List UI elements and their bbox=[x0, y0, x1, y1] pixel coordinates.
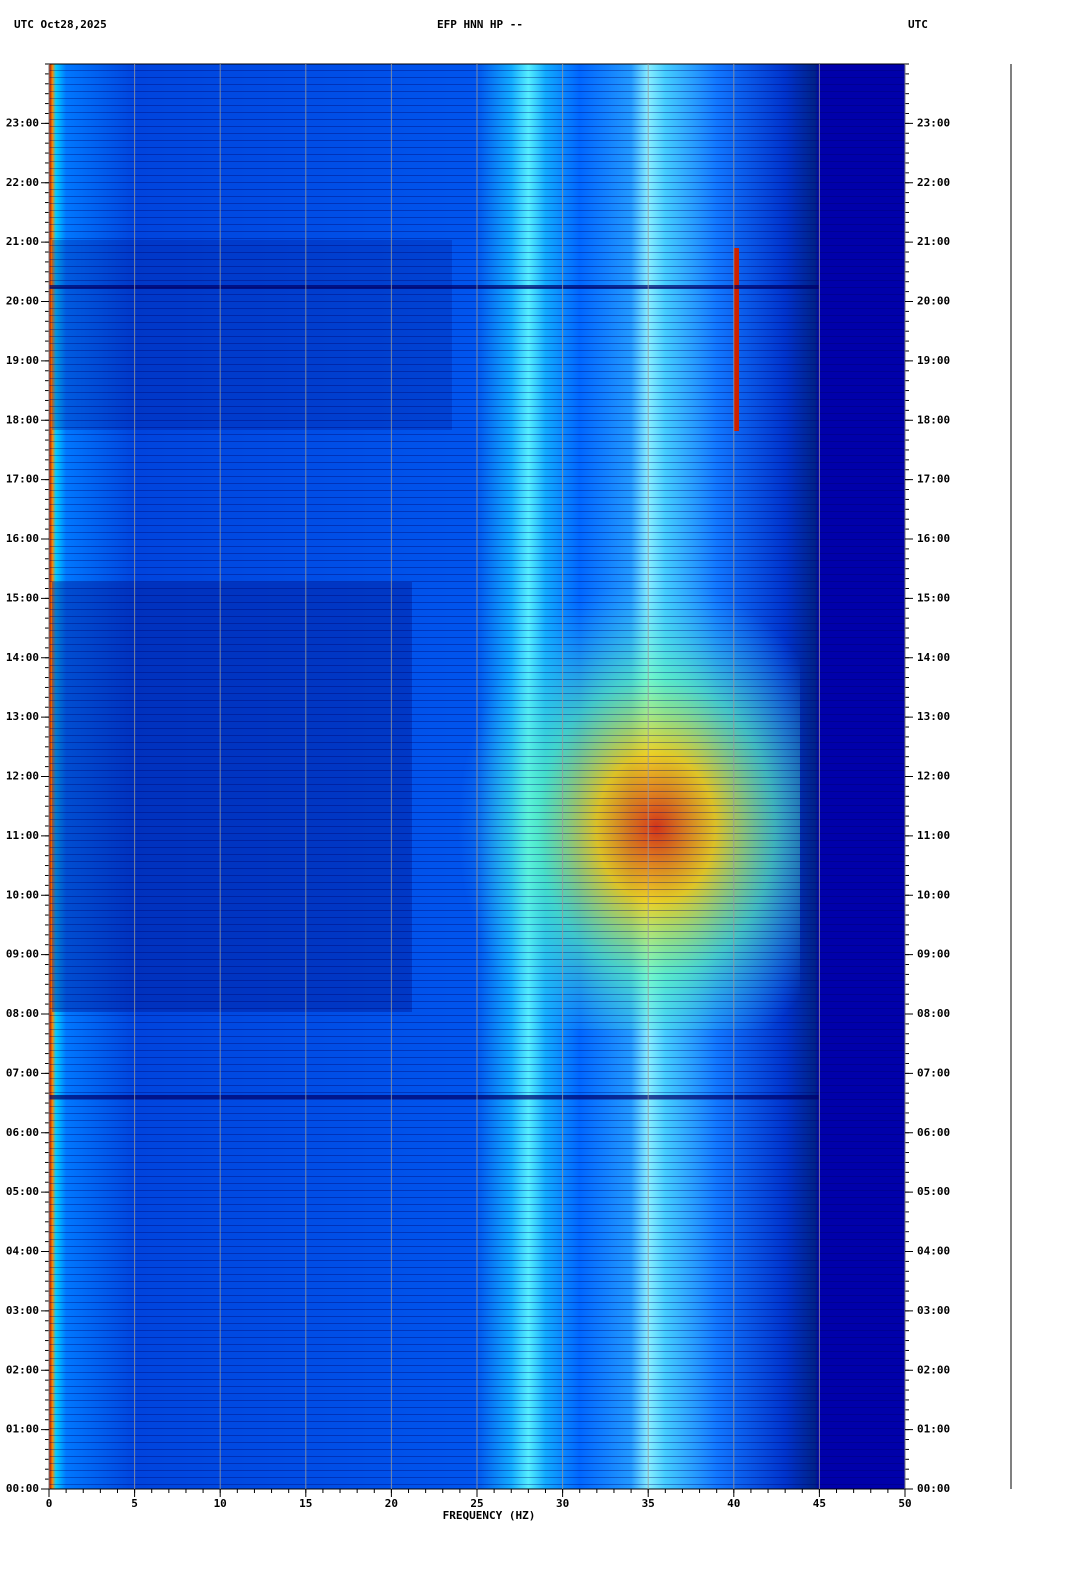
x-tick-label: 50 bbox=[898, 1497, 911, 1510]
y-tick-label: 19:00 bbox=[6, 354, 39, 367]
y-tick-label: 12:00 bbox=[917, 770, 950, 783]
x-tick-label: 15 bbox=[299, 1497, 312, 1510]
y-tick-label: 21:00 bbox=[6, 235, 39, 248]
header-left: UTC Oct28,2025 bbox=[14, 18, 107, 31]
x-tick-label: 20 bbox=[385, 1497, 398, 1510]
y-tick-label: 09:00 bbox=[6, 948, 39, 961]
y-tick-label: 14:00 bbox=[917, 651, 950, 664]
y-tick-label: 18:00 bbox=[917, 413, 950, 426]
y-tick-label: 14:00 bbox=[6, 651, 39, 664]
y-tick-label: 04:00 bbox=[6, 1245, 39, 1258]
y-tick-label: 20:00 bbox=[6, 295, 39, 308]
y-tick-label: 00:00 bbox=[6, 1482, 39, 1495]
y-tick-label: 16:00 bbox=[917, 532, 950, 545]
y-tick-label: 00:00 bbox=[917, 1482, 950, 1495]
x-tick-label: 35 bbox=[642, 1497, 655, 1510]
y-tick-label: 07:00 bbox=[6, 1066, 39, 1079]
x-tick-label: 45 bbox=[813, 1497, 826, 1510]
y-tick-label: 09:00 bbox=[917, 948, 950, 961]
x-tick-label: 10 bbox=[214, 1497, 227, 1510]
y-tick-label: 22:00 bbox=[917, 176, 950, 189]
y-tick-label: 23:00 bbox=[917, 116, 950, 129]
y-tick-label: 10:00 bbox=[917, 888, 950, 901]
y-tick-label: 01:00 bbox=[917, 1423, 950, 1436]
y-tick-label: 08:00 bbox=[6, 1007, 39, 1020]
x-tick-label: 25 bbox=[470, 1497, 483, 1510]
y-tick-label: 04:00 bbox=[917, 1245, 950, 1258]
y-tick-label: 05:00 bbox=[6, 1185, 39, 1198]
y-tick-label: 11:00 bbox=[6, 829, 39, 842]
x-tick-label: 40 bbox=[727, 1497, 740, 1510]
y-tick-label: 13:00 bbox=[917, 710, 950, 723]
y-tick-label: 15:00 bbox=[6, 591, 39, 604]
y-tick-label: 06:00 bbox=[6, 1126, 39, 1139]
y-tick-label: 12:00 bbox=[6, 770, 39, 783]
x-tick-label: 5 bbox=[131, 1497, 138, 1510]
y-tick-label: 07:00 bbox=[917, 1066, 950, 1079]
chart-title: EFP HNN HP -- bbox=[437, 18, 523, 31]
y-tick-label: 19:00 bbox=[917, 354, 950, 367]
y-tick-label: 08:00 bbox=[917, 1007, 950, 1020]
y-tick-label: 18:00 bbox=[6, 413, 39, 426]
y-tick-label: 03:00 bbox=[917, 1304, 950, 1317]
y-tick-label: 03:00 bbox=[6, 1304, 39, 1317]
x-tick-label: 0 bbox=[46, 1497, 53, 1510]
x-axis-label: FREQUENCY (HZ) bbox=[443, 1509, 536, 1522]
y-tick-label: 16:00 bbox=[6, 532, 39, 545]
y-tick-label: 06:00 bbox=[917, 1126, 950, 1139]
x-tick-label: 30 bbox=[556, 1497, 569, 1510]
y-tick-label: 13:00 bbox=[6, 710, 39, 723]
y-tick-label: 17:00 bbox=[917, 473, 950, 486]
y-tick-label: 22:00 bbox=[6, 176, 39, 189]
y-tick-label: 15:00 bbox=[917, 591, 950, 604]
y-tick-label: 21:00 bbox=[917, 235, 950, 248]
y-tick-label: 10:00 bbox=[6, 888, 39, 901]
y-tick-label: 23:00 bbox=[6, 116, 39, 129]
header-right: UTC bbox=[908, 18, 928, 31]
y-tick-label: 11:00 bbox=[917, 829, 950, 842]
y-tick-label: 02:00 bbox=[6, 1363, 39, 1376]
y-tick-label: 02:00 bbox=[917, 1363, 950, 1376]
y-tick-label: 17:00 bbox=[6, 473, 39, 486]
y-tick-label: 01:00 bbox=[6, 1423, 39, 1436]
y-tick-label: 05:00 bbox=[917, 1185, 950, 1198]
y-tick-label: 20:00 bbox=[917, 295, 950, 308]
